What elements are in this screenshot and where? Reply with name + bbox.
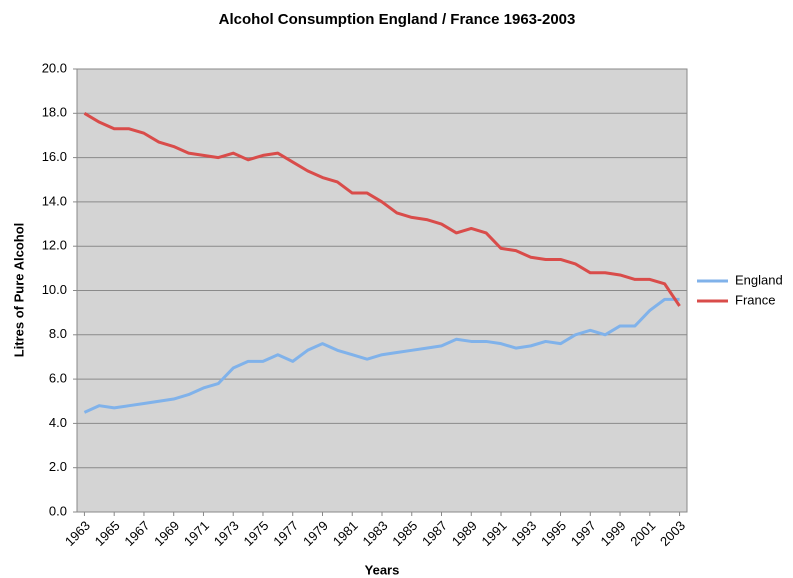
legend-label: France — [735, 292, 775, 307]
y-tick-label: 18.0 — [42, 105, 67, 120]
x-tick-label: 1963 — [62, 518, 93, 549]
x-tick-label: 1971 — [181, 518, 212, 549]
x-tick-label: 1967 — [121, 518, 152, 549]
x-tick-label: 2003 — [657, 518, 688, 549]
x-tick-label: 1977 — [270, 518, 301, 549]
x-tick-label: 1979 — [300, 518, 331, 549]
x-tick-label: 1989 — [449, 518, 480, 549]
y-tick-label: 4.0 — [49, 415, 67, 430]
y-tick-label: 16.0 — [42, 149, 67, 164]
y-tick-label: 6.0 — [49, 371, 67, 386]
x-tick-label: 2001 — [627, 518, 658, 549]
x-tick-label: 1975 — [240, 518, 271, 549]
x-axis-title: Years — [365, 562, 400, 577]
y-tick-label: 8.0 — [49, 326, 67, 341]
legend-label: England — [735, 272, 783, 287]
y-tick-label: 20.0 — [42, 60, 67, 75]
x-tick-label: 1965 — [92, 518, 123, 549]
y-tick-label: 14.0 — [42, 193, 67, 208]
x-tick-label: 1987 — [419, 518, 450, 549]
y-tick-label: 10.0 — [42, 282, 67, 297]
x-tick-label: 1973 — [211, 518, 242, 549]
series-line — [83, 297, 680, 414]
x-tick-label: 1985 — [389, 518, 420, 549]
chart-title: Alcohol Consumption England / France 196… — [219, 11, 576, 28]
x-tick-label: 1999 — [598, 518, 629, 549]
x-tick-label: 1991 — [479, 518, 510, 549]
x-tick-label: 1993 — [508, 518, 539, 549]
x-tick-label: 1981 — [330, 518, 361, 549]
y-tick-label: 0.0 — [49, 503, 67, 518]
y-tick-label: 12.0 — [42, 238, 67, 253]
x-tick-label: 1969 — [151, 518, 182, 549]
series-line — [83, 112, 681, 307]
x-tick-label: 1997 — [568, 518, 599, 549]
x-tick-label: 1983 — [359, 518, 390, 549]
x-tick-label: 1995 — [538, 518, 569, 549]
y-axis-title: Litres of Pure Alcohol — [11, 223, 26, 358]
y-tick-label: 2.0 — [49, 459, 67, 474]
